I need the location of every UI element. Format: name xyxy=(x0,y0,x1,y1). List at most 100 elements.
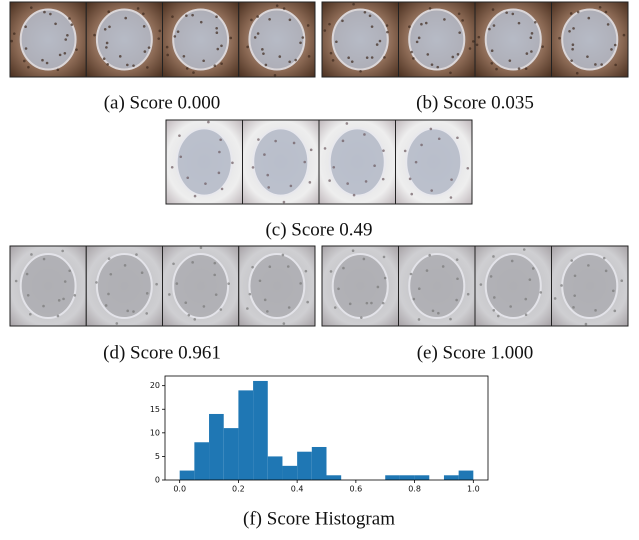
cell xyxy=(594,309,597,312)
cell xyxy=(532,267,535,270)
cell xyxy=(490,275,493,278)
cell xyxy=(142,13,145,16)
cell xyxy=(426,53,429,56)
cell xyxy=(283,322,286,325)
cell xyxy=(107,10,110,13)
cell xyxy=(342,267,345,270)
cell xyxy=(404,150,407,153)
cell xyxy=(455,299,458,302)
bar xyxy=(400,475,415,480)
cell xyxy=(413,298,416,301)
cell xyxy=(68,269,71,272)
cell xyxy=(531,32,534,35)
cell xyxy=(179,155,182,158)
cell xyxy=(324,147,327,150)
y-tick-label: 20 xyxy=(150,381,160,390)
cell xyxy=(146,66,149,69)
cell xyxy=(105,304,108,307)
cell xyxy=(560,284,563,287)
cell xyxy=(363,133,366,136)
cell xyxy=(449,71,452,74)
cell xyxy=(310,149,313,152)
cell xyxy=(539,291,542,294)
cell xyxy=(418,37,421,40)
cell xyxy=(438,137,441,140)
cell xyxy=(155,283,158,286)
cell xyxy=(347,56,350,59)
cell xyxy=(166,46,169,49)
cell xyxy=(174,35,177,38)
cell xyxy=(178,134,181,137)
glomerulus xyxy=(409,10,464,70)
cell xyxy=(252,166,255,169)
cell xyxy=(141,271,144,274)
cell xyxy=(283,201,286,204)
cell xyxy=(476,44,479,47)
cell xyxy=(418,287,421,290)
cell xyxy=(493,24,496,27)
image-strip xyxy=(322,2,628,77)
cell xyxy=(216,48,219,51)
cell xyxy=(605,270,608,273)
image-strip xyxy=(10,2,315,77)
cell xyxy=(382,302,385,305)
cell xyxy=(146,292,149,295)
cell xyxy=(108,25,111,28)
cell xyxy=(278,55,281,58)
cell xyxy=(376,43,379,46)
cell xyxy=(571,48,574,51)
image-strip xyxy=(10,246,315,326)
cell xyxy=(177,30,180,33)
cell xyxy=(412,57,415,60)
cell xyxy=(449,318,452,321)
caption: (e) Score 1.000 xyxy=(417,342,534,363)
cell xyxy=(25,47,28,50)
cell xyxy=(58,299,61,302)
cell xyxy=(568,30,571,33)
cell xyxy=(168,293,171,296)
glomerulus xyxy=(409,254,464,318)
cell xyxy=(73,294,76,297)
y-tick-label: 5 xyxy=(155,452,160,461)
cell xyxy=(43,258,46,261)
cell xyxy=(534,21,537,24)
cell xyxy=(264,299,267,302)
cell xyxy=(572,43,575,46)
cell xyxy=(274,74,277,77)
cell xyxy=(587,17,590,20)
cell xyxy=(587,264,590,267)
cell xyxy=(472,40,475,43)
cell xyxy=(461,19,464,22)
cell xyxy=(492,255,495,258)
image-strip xyxy=(166,120,472,204)
cell xyxy=(495,68,498,71)
cell xyxy=(57,68,60,71)
cell xyxy=(61,250,64,253)
cell xyxy=(480,283,483,286)
cell xyxy=(490,62,493,65)
cell xyxy=(215,15,218,18)
cell xyxy=(191,14,194,17)
x-tick-label: 1.0 xyxy=(467,485,480,494)
cell xyxy=(491,49,494,52)
cell xyxy=(157,37,160,40)
cell xyxy=(115,322,118,325)
cell xyxy=(259,279,262,282)
cell xyxy=(172,262,175,265)
glomerulus xyxy=(333,10,388,70)
cell xyxy=(59,54,62,57)
x-tick-label: 0.4 xyxy=(291,485,304,494)
cell xyxy=(227,282,230,285)
cell xyxy=(191,261,194,264)
cell xyxy=(337,287,340,290)
cell xyxy=(577,11,580,14)
cell xyxy=(268,18,271,21)
cell xyxy=(95,281,98,284)
caption: (b) Score 0.035 xyxy=(416,92,534,113)
cell xyxy=(363,258,366,261)
cell xyxy=(436,66,439,69)
cell xyxy=(41,59,44,62)
cell xyxy=(68,17,71,20)
cell xyxy=(386,24,389,27)
cell xyxy=(415,161,418,164)
